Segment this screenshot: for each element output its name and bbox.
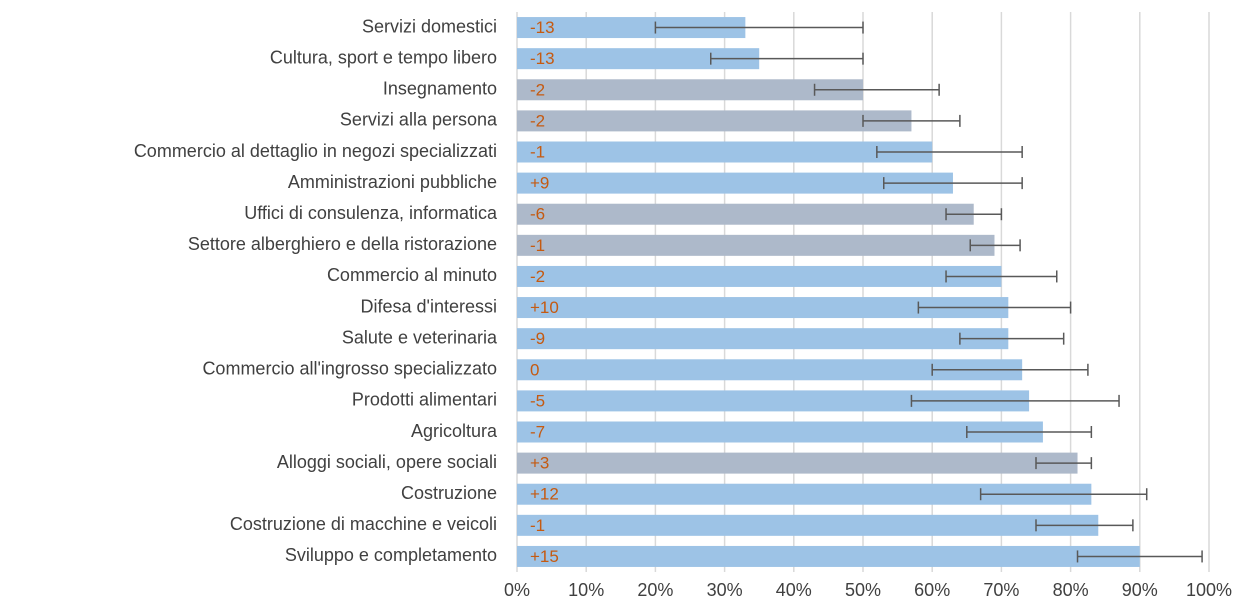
change-label: +10 <box>530 298 559 317</box>
change-label: +12 <box>530 485 559 504</box>
x-tick-label: 80% <box>1053 580 1089 600</box>
x-tick-label: 40% <box>776 580 812 600</box>
bar <box>517 203 974 225</box>
bar <box>517 483 1092 505</box>
category-label: Prodotti alimentari <box>352 390 497 410</box>
bar <box>517 79 863 101</box>
bar <box>517 172 953 194</box>
category-label: Settore alberghiero e della ristorazione <box>188 234 497 254</box>
change-label: -2 <box>530 111 545 130</box>
bar <box>517 17 746 39</box>
category-label: Insegnamento <box>383 79 497 99</box>
bar <box>517 452 1078 474</box>
x-tick-label: 20% <box>637 580 673 600</box>
bar <box>517 48 760 70</box>
change-label: -2 <box>530 80 545 99</box>
change-label: +3 <box>530 454 549 473</box>
bar <box>517 141 933 163</box>
category-label: Sviluppo e completamento <box>285 545 497 565</box>
bar <box>517 110 912 132</box>
change-label: -7 <box>530 422 545 441</box>
bar <box>517 514 1099 536</box>
change-label: -2 <box>530 267 545 286</box>
category-label: Agricoltura <box>411 421 498 441</box>
x-tick-label: 30% <box>707 580 743 600</box>
change-label: +9 <box>530 174 549 193</box>
x-tick-label: 60% <box>914 580 950 600</box>
category-label: Amministrazioni pubbliche <box>288 172 497 192</box>
category-label: Costruzione di macchine e veicoli <box>230 514 497 534</box>
bar <box>517 297 1009 319</box>
category-label: Cultura, sport e tempo libero <box>270 47 497 67</box>
change-label: -1 <box>530 236 545 255</box>
category-label: Uffici di consulenza, informatica <box>244 203 498 223</box>
change-label: -13 <box>530 49 555 68</box>
x-tick-label: 0% <box>504 580 530 600</box>
category-label: Commercio al dettaglio in negozi special… <box>134 141 497 161</box>
bar <box>517 421 1043 443</box>
bar <box>517 265 1002 287</box>
category-label: Commercio all'ingrosso specializzato <box>202 359 497 379</box>
change-label: -1 <box>530 142 545 161</box>
bar <box>517 359 1023 381</box>
category-label: Alloggi sociali, opere sociali <box>277 452 497 472</box>
change-label: -6 <box>530 205 545 224</box>
change-label: -1 <box>530 516 545 535</box>
change-label: -13 <box>530 18 555 37</box>
category-label: Servizi domestici <box>362 16 497 36</box>
x-tick-label: 70% <box>983 580 1019 600</box>
bar <box>517 390 1030 412</box>
category-label: Salute e veterinaria <box>342 327 498 347</box>
change-label: -9 <box>530 329 545 348</box>
category-label: Servizi alla persona <box>340 110 498 130</box>
x-tick-label: 100% <box>1186 580 1232 600</box>
x-tick-label: 90% <box>1122 580 1158 600</box>
bar <box>517 234 995 256</box>
bar <box>517 328 1009 350</box>
change-label: -5 <box>530 391 545 410</box>
bar <box>517 545 1140 567</box>
category-label: Commercio al minuto <box>327 265 497 285</box>
change-label: 0 <box>530 360 539 379</box>
x-tick-label: 10% <box>568 580 604 600</box>
change-label: +15 <box>530 547 559 566</box>
category-label: Costruzione <box>401 483 497 503</box>
x-tick-label: 50% <box>845 580 881 600</box>
category-label: Difesa d'interessi <box>361 296 498 316</box>
